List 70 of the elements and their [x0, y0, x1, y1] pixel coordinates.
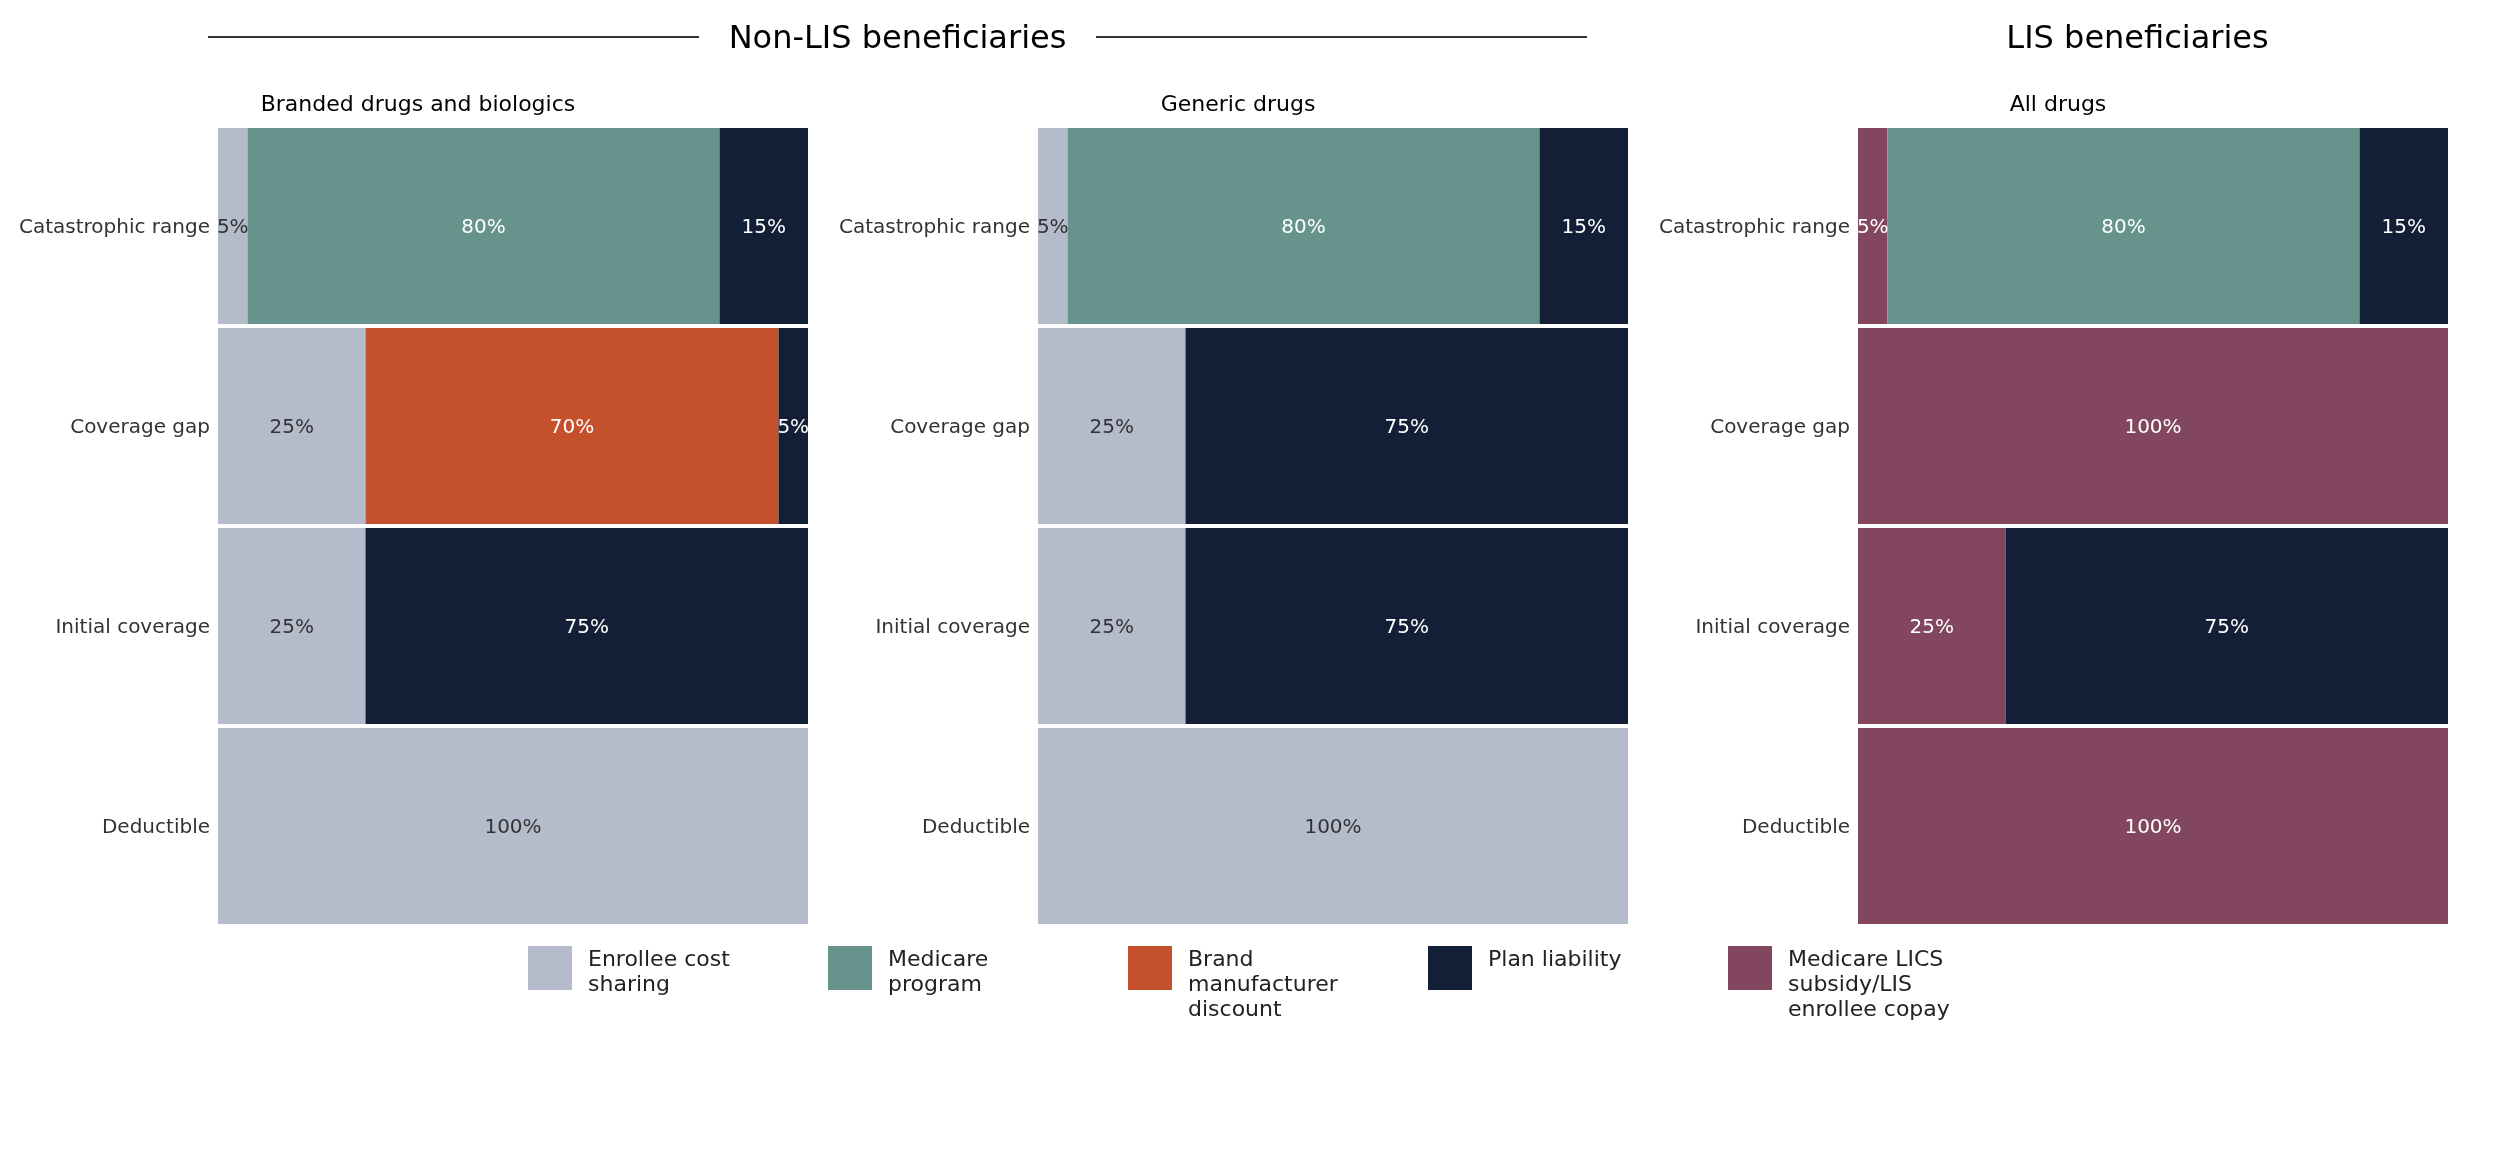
- data-label: 25%: [1089, 414, 1134, 438]
- chart-subtitle: Generic drugs: [1159, 90, 1317, 116]
- bar: [1067, 128, 1540, 324]
- bar: [1539, 128, 1628, 324]
- bar: [365, 328, 779, 524]
- data-label: 5%: [216, 214, 249, 238]
- chart-subtitle: All drugs: [2008, 90, 2108, 116]
- y-tick-label: Catastrophic range: [838, 214, 1030, 239]
- text: Non-LIS beneficiaries: [728, 18, 1067, 56]
- data-label: 15%: [2381, 214, 2426, 238]
- bar: [2359, 128, 2448, 324]
- data-label: 25%: [1089, 614, 1134, 638]
- legend-label: Medicare LICS subsidy/LIS enrollee copay: [1788, 946, 1951, 1021]
- data-label: 15%: [741, 214, 786, 238]
- legend-label: Plan liability: [1488, 946, 1622, 971]
- data-label: 75%: [2204, 614, 2249, 638]
- y-tick-label: Coverage gap: [1710, 414, 1850, 439]
- bar: [1887, 128, 2360, 324]
- data-label: 100%: [2124, 814, 2182, 838]
- bar: [1185, 328, 1628, 524]
- y-tick-label: Initial coverage: [1695, 614, 1850, 639]
- bar: [1038, 728, 1628, 924]
- legend-label: Medicare program: [888, 946, 990, 996]
- data-label: 5%: [777, 414, 810, 438]
- data-label: 70%: [549, 414, 595, 438]
- bar: [218, 528, 366, 724]
- bar: [778, 328, 808, 524]
- bar: [1185, 528, 1628, 724]
- legend-label: Enrollee cost sharing: [588, 946, 731, 996]
- bar: [1858, 328, 2448, 524]
- y-tick-label: Deductible: [921, 814, 1030, 839]
- y-tick-label: Deductible: [101, 814, 210, 839]
- data-label: 80%: [461, 214, 506, 238]
- data-label: 75%: [1384, 614, 1429, 638]
- data-label: 80%: [2101, 214, 2146, 238]
- y-tick-label: Catastrophic range: [18, 214, 210, 239]
- data-label: 75%: [1384, 414, 1429, 438]
- bar: [247, 128, 720, 324]
- y-tick-label: Deductible: [1741, 814, 1850, 839]
- bar: [218, 128, 248, 324]
- chart-title: LIS beneficiaries: [2006, 18, 2269, 56]
- data-label: 100%: [484, 814, 542, 838]
- bar: [365, 528, 808, 724]
- bar: [1858, 528, 2006, 724]
- data-label: 80%: [1281, 214, 1326, 238]
- bar: [1858, 728, 2448, 924]
- data-label: 100%: [1304, 814, 1362, 838]
- y-tick-label: Coverage gap: [890, 414, 1030, 439]
- bar: [1038, 128, 1068, 324]
- data-label: 5%: [1856, 214, 1889, 238]
- data-label: 25%: [269, 414, 314, 438]
- data-label: 75%: [564, 614, 609, 638]
- data-label: 5%: [1036, 214, 1069, 238]
- data-label: 15%: [1561, 214, 1606, 238]
- data-label: 100%: [2124, 414, 2182, 438]
- bar: [1038, 328, 1186, 524]
- bar: [1038, 528, 1186, 724]
- data-label: 25%: [1909, 614, 1954, 638]
- y-tick-label: Initial coverage: [55, 614, 210, 639]
- y-tick-label: Catastrophic range: [1658, 214, 1850, 239]
- bar: [218, 728, 808, 924]
- bar: [719, 128, 808, 324]
- y-tick-label: Coverage gap: [70, 414, 210, 439]
- bar: [218, 328, 366, 524]
- chart-subtitle: Branded drugs and biologics: [259, 90, 577, 116]
- y-tick-label: Initial coverage: [875, 614, 1030, 639]
- data-label: 25%: [269, 614, 314, 638]
- bar: [1858, 128, 1888, 324]
- legend-label: Brand manufacturer discount: [1188, 946, 1339, 1021]
- bar: [2005, 528, 2448, 724]
